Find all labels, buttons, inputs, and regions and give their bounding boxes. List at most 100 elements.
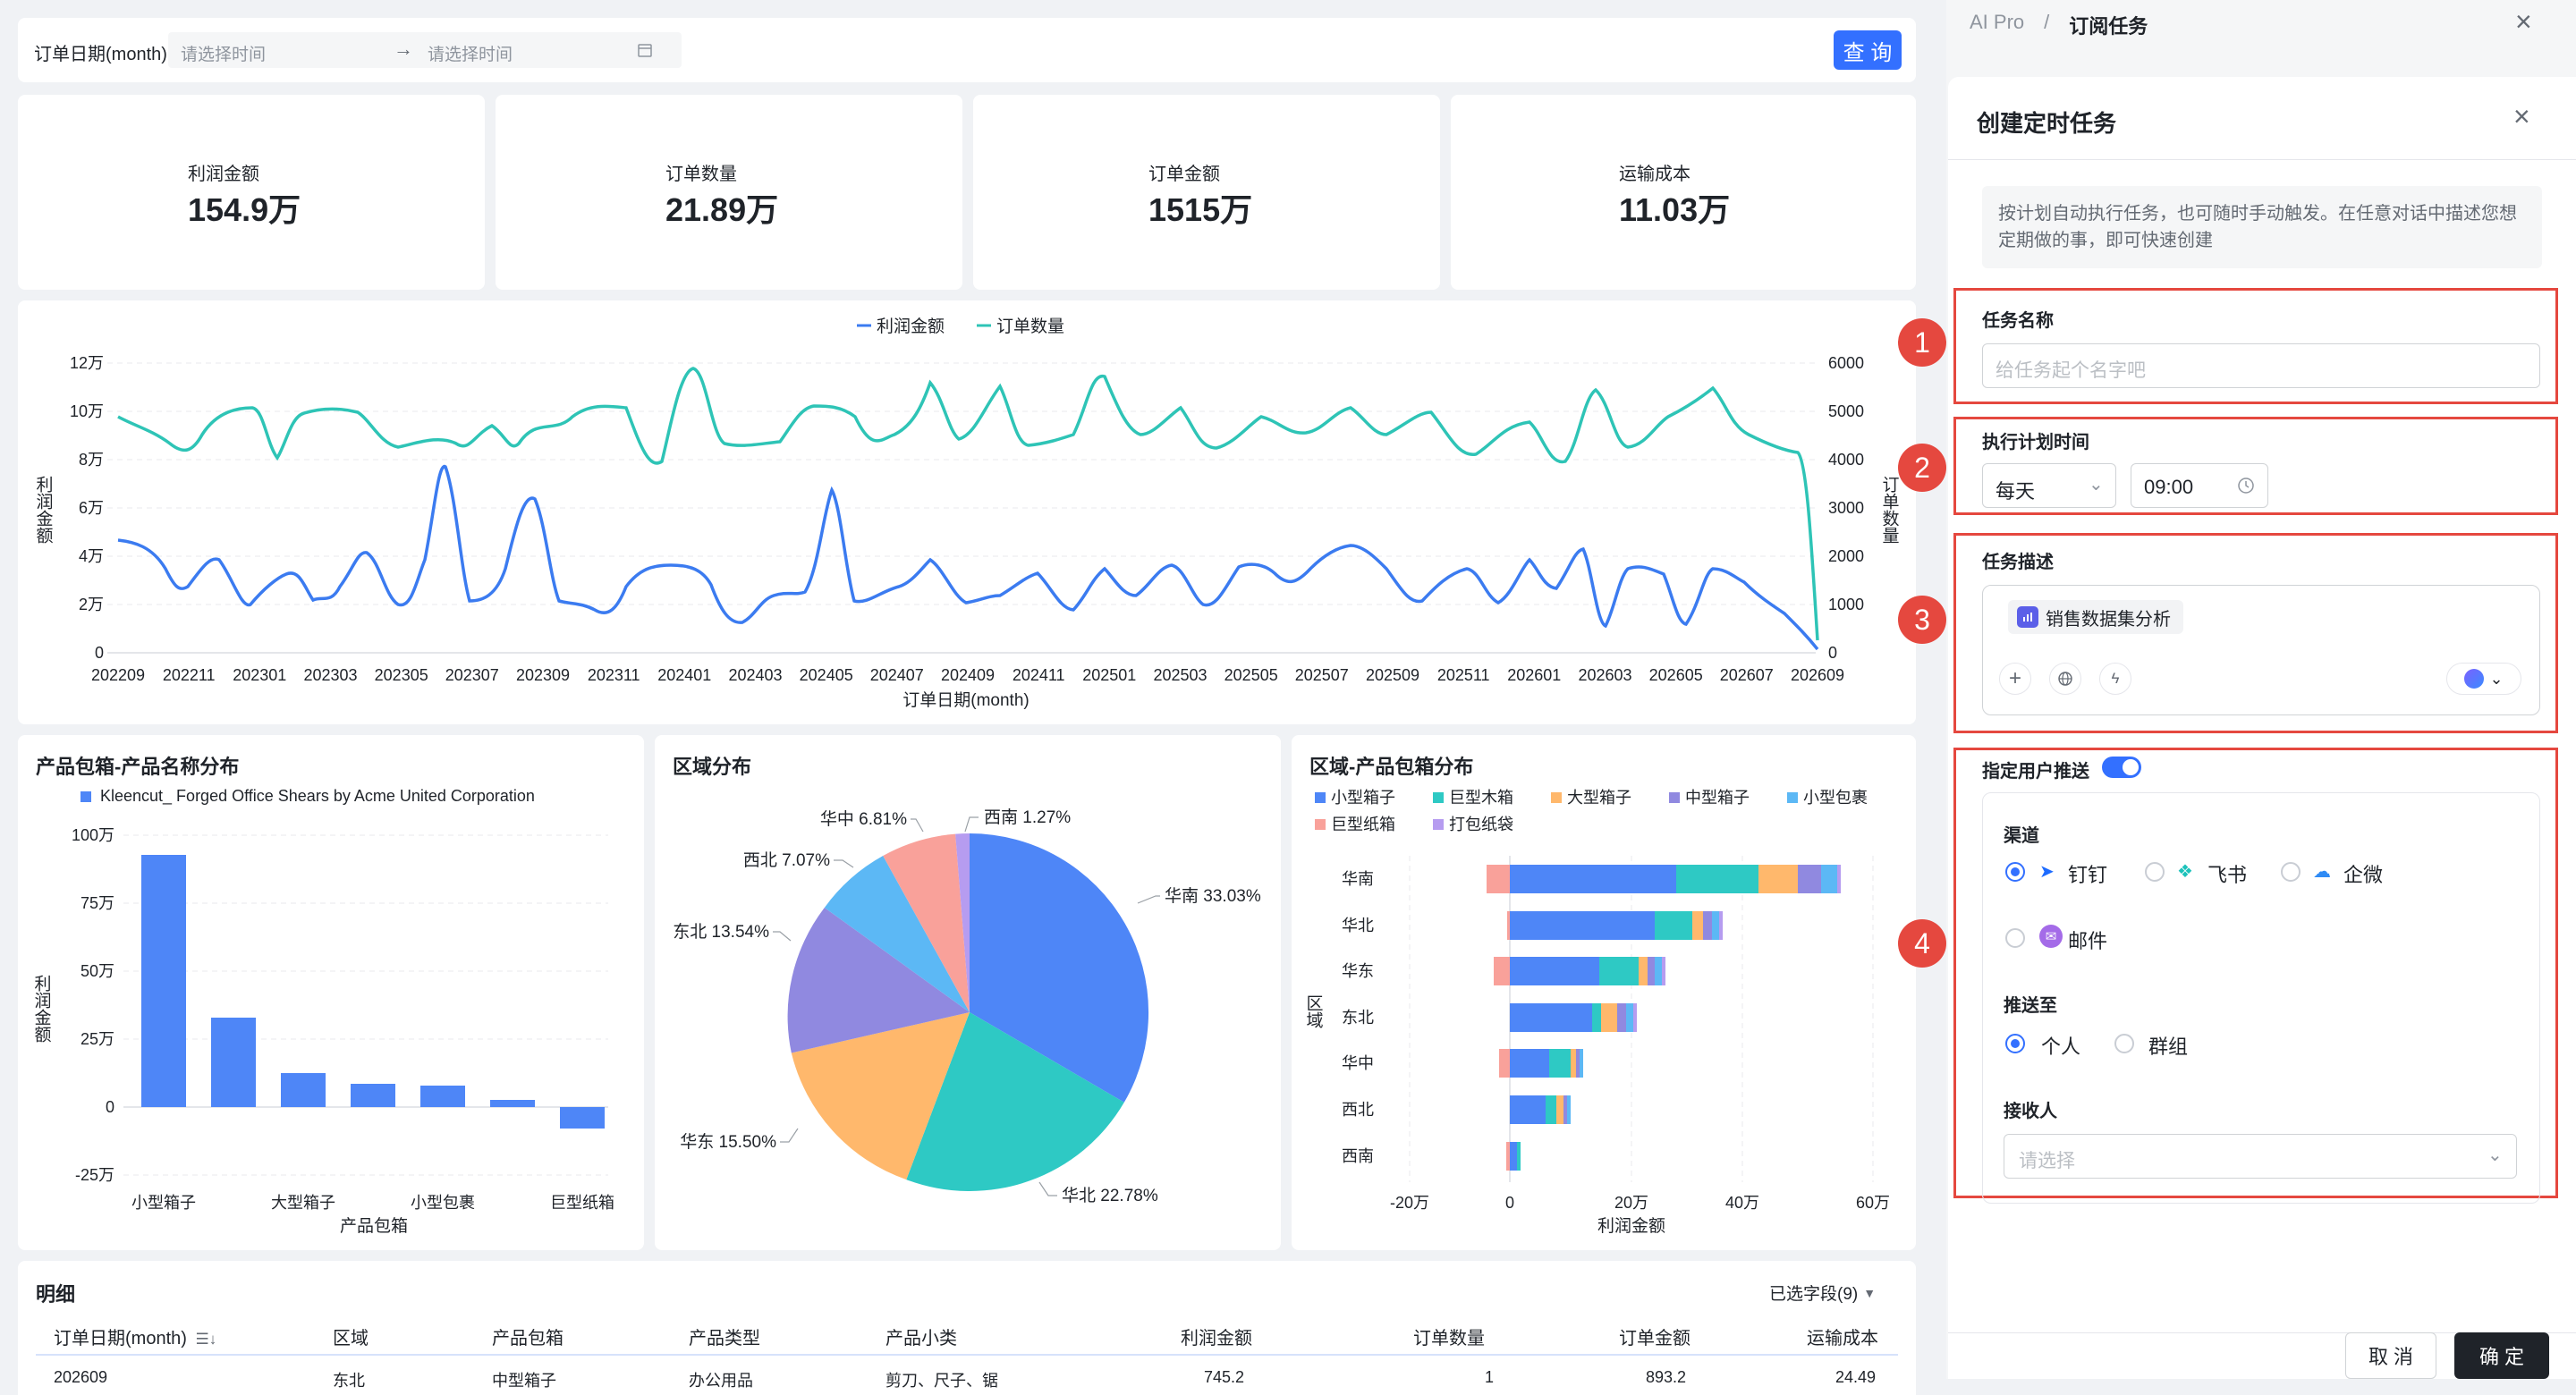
x-tick: 202505 bbox=[1224, 666, 1278, 684]
step-badge-2: 2 bbox=[1898, 444, 1946, 492]
pie-slice bbox=[906, 1012, 1124, 1192]
y-left-tick: 10万 bbox=[70, 402, 104, 420]
time-value: 09:00 bbox=[2144, 476, 2194, 498]
category-label: 华南 bbox=[1342, 870, 1374, 888]
channel-radio-feishu[interactable] bbox=[2145, 862, 2165, 882]
dialog-close-icon[interactable]: × bbox=[2513, 100, 2530, 132]
kpi-label: 利润金额 bbox=[188, 165, 259, 184]
table-cell: 24.49 bbox=[1835, 1368, 1877, 1386]
breadcrumb-separator: / bbox=[2044, 11, 2050, 33]
model-select[interactable]: ⌄ bbox=[2446, 663, 2521, 695]
table-header-divider bbox=[36, 1354, 1898, 1356]
selected-fields-button[interactable]: 已选字段(9) ▼ bbox=[1769, 1281, 1876, 1305]
column-header[interactable]: 区域 bbox=[333, 1329, 369, 1348]
pie-slice bbox=[824, 856, 970, 1012]
legend-label: 小型包裹 bbox=[1803, 789, 1868, 807]
column-header[interactable]: 产品包箱 bbox=[492, 1329, 564, 1348]
dialog-header-divider bbox=[1948, 159, 2576, 160]
channel-radio-dingtalk[interactable] bbox=[2005, 862, 2025, 882]
bar bbox=[560, 1107, 605, 1129]
wecom-icon: ☁ bbox=[2313, 862, 2331, 882]
legend-label: 大型箱子 bbox=[1567, 789, 1631, 807]
x-tick: 202609 bbox=[1791, 666, 1844, 684]
bar bbox=[141, 855, 186, 1107]
intro-text: 按计划自动执行任务，也可随时手动触发。在任意对话中描述您想定期做的事，即可快速创… bbox=[1998, 204, 2517, 250]
x-tick: 小型包裹 bbox=[411, 1194, 475, 1212]
time-picker[interactable]: 09:00 bbox=[2131, 463, 2268, 508]
receiver-placeholder: 请选择 bbox=[2019, 1151, 2075, 1171]
schedule-label: 执行计划时间 bbox=[1982, 433, 2089, 452]
table-cell: 745.2 bbox=[1204, 1368, 1245, 1386]
column-header[interactable]: 利润金额 bbox=[1181, 1329, 1252, 1348]
frequency-select[interactable]: 每天 ⌄ bbox=[1982, 463, 2116, 508]
date-range-input[interactable]: 请选择时间 → 请选择时间 bbox=[168, 32, 682, 68]
globe-icon[interactable] bbox=[2049, 663, 2081, 695]
end-date-input[interactable]: 请选择时间 bbox=[428, 46, 513, 64]
highlight-box-3 bbox=[1953, 533, 2558, 733]
cancel-label: 取 消 bbox=[2368, 1346, 2414, 1368]
column-header[interactable]: 订单数量 bbox=[1413, 1329, 1485, 1348]
channel-radio-wecom[interactable] bbox=[2281, 862, 2301, 882]
x-tick: 40万 bbox=[1725, 1194, 1759, 1212]
y-right-tick: 0 bbox=[1828, 644, 1837, 662]
column-header[interactable]: 订单金额 bbox=[1619, 1329, 1690, 1348]
x-tick: 202401 bbox=[657, 666, 711, 684]
channel-radio-email[interactable] bbox=[2005, 928, 2025, 948]
y-right-tick: 1000 bbox=[1828, 596, 1864, 613]
pie-slice bbox=[787, 908, 970, 1053]
calendar-icon bbox=[637, 42, 653, 63]
receiver-select[interactable]: 请选择 ⌄ bbox=[2004, 1134, 2517, 1179]
push-to-radio-group[interactable] bbox=[2114, 1034, 2134, 1053]
channel-option-label: 企微 bbox=[2343, 864, 2384, 886]
column-header[interactable]: 产品小类 bbox=[886, 1329, 957, 1348]
query-button[interactable]: 查 询 bbox=[1834, 30, 1902, 70]
x-tick: 202605 bbox=[1649, 666, 1703, 684]
confirm-button[interactable]: 确 定 bbox=[2454, 1332, 2549, 1379]
channel-option-label: 钉钉 bbox=[2068, 864, 2108, 886]
pie-label: 西北 7.07% bbox=[743, 850, 830, 870]
dataset-chip[interactable]: 销售数据集分析 bbox=[2008, 600, 2183, 634]
description-editor[interactable]: 销售数据集分析 + ϟ ⌄ bbox=[1982, 585, 2540, 715]
column-header[interactable]: 订单日期(month) ☰↓ bbox=[54, 1323, 216, 1349]
lightning-icon[interactable]: ϟ bbox=[2099, 663, 2131, 695]
column-header[interactable]: 产品类型 bbox=[689, 1329, 760, 1348]
x-tick: 202501 bbox=[1082, 666, 1136, 684]
y-left-label: 利润金额 bbox=[34, 476, 54, 544]
start-date-input[interactable]: 请选择时间 bbox=[181, 46, 267, 64]
x-tick: 202307 bbox=[445, 666, 499, 684]
chevron-down-icon: ⌄ bbox=[2089, 475, 2104, 495]
pie-label: 华北 22.78% bbox=[1062, 1186, 1158, 1205]
close-icon[interactable]: × bbox=[2515, 5, 2532, 38]
pie-label: 华中 6.81% bbox=[820, 809, 907, 829]
column-header-label: 订单日期(month) bbox=[54, 1329, 187, 1348]
push-settings-box bbox=[1982, 792, 2540, 1204]
task-name-input[interactable]: 给任务起个名字吧 bbox=[1982, 343, 2540, 388]
stacked-bar-chart-card: 区域-产品包箱分布 小型箱子 巨型木箱 大型箱子 中型箱子 小型包裹 巨型纸箱 … bbox=[1292, 735, 1916, 1250]
y-right-tick: 4000 bbox=[1828, 451, 1864, 469]
column-header[interactable]: 运输成本 bbox=[1807, 1329, 1878, 1348]
sort-icon[interactable]: ☰↓ bbox=[195, 1331, 217, 1348]
y-tick: 25万 bbox=[80, 1030, 114, 1048]
y-axis-label: 利润金额 bbox=[32, 975, 52, 1043]
breadcrumb-root[interactable]: AI Pro bbox=[1970, 11, 2025, 33]
x-tick: 0 bbox=[1505, 1194, 1514, 1212]
arrow-right-icon: → bbox=[394, 38, 413, 60]
stack-row bbox=[1507, 911, 1723, 940]
x-tick: 202603 bbox=[1578, 666, 1631, 684]
stack-row bbox=[1499, 1049, 1583, 1078]
x-tick: 202503 bbox=[1153, 666, 1207, 684]
add-icon[interactable]: + bbox=[1999, 663, 2031, 695]
task-name-label: 任务名称 bbox=[1982, 311, 2054, 331]
kpi-value: 11.03万 bbox=[1619, 191, 1731, 228]
x-tick: 大型箱子 bbox=[271, 1194, 335, 1212]
push-toggle[interactable] bbox=[2102, 757, 2141, 778]
y-tick: 75万 bbox=[80, 894, 114, 912]
legend-swatch bbox=[80, 790, 91, 802]
chevron-down-icon: ⌄ bbox=[2487, 1146, 2503, 1165]
push-to-radio-personal[interactable] bbox=[2005, 1034, 2025, 1053]
cancel-button[interactable]: 取 消 bbox=[2345, 1332, 2436, 1379]
x-tick: 202403 bbox=[728, 666, 782, 684]
x-axis-label: 利润金额 bbox=[1597, 1216, 1665, 1236]
table-cell: 893.2 bbox=[1646, 1368, 1687, 1386]
push-to-option-label: 个人 bbox=[2041, 1036, 2081, 1058]
